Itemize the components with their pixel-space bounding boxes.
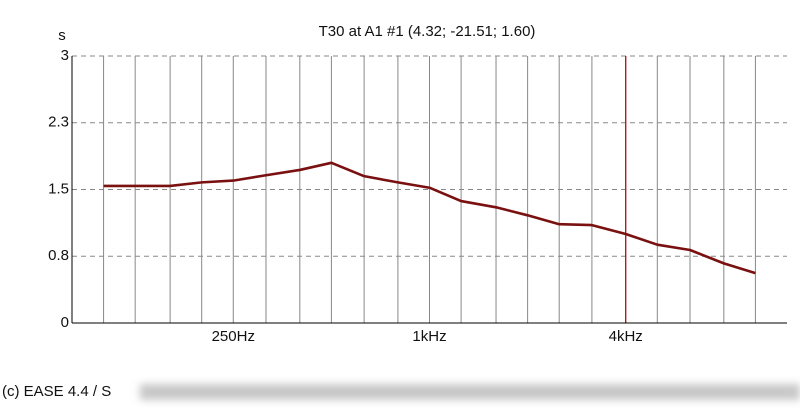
- y-tick-label: 3: [61, 47, 69, 64]
- y-tick-label: 2.3: [48, 114, 69, 131]
- x-tick-label: 250Hz: [212, 328, 255, 345]
- chart-title: T30 at A1 #1 (4.32; -21.51; 1.60): [319, 23, 536, 40]
- y-tick-label: 0: [61, 314, 69, 331]
- x-tick-label: 1kHz: [412, 328, 446, 345]
- data-line: [103, 161, 756, 275]
- blurred-text: [140, 384, 800, 400]
- y-tick-label: 0.8: [48, 247, 69, 264]
- y-axis-label: s: [58, 27, 66, 44]
- y-tick-label: 1.5: [48, 180, 69, 197]
- footer: (c) EASE 4.4 / S: [2, 383, 111, 400]
- x-tick-label: 4kHz: [609, 328, 643, 345]
